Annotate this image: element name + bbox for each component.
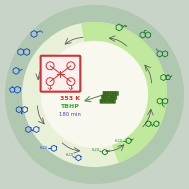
Text: H$_3$CO: H$_3$CO (65, 152, 74, 159)
Circle shape (107, 93, 109, 94)
Circle shape (6, 6, 183, 183)
Circle shape (115, 93, 116, 94)
FancyBboxPatch shape (101, 95, 109, 99)
Text: 180 min: 180 min (59, 112, 81, 117)
Circle shape (23, 23, 166, 166)
Text: 353 K: 353 K (60, 96, 80, 101)
FancyBboxPatch shape (103, 91, 111, 95)
FancyBboxPatch shape (41, 56, 80, 92)
Circle shape (101, 101, 103, 102)
Circle shape (103, 97, 104, 98)
Circle shape (109, 101, 111, 102)
Circle shape (42, 42, 147, 147)
Circle shape (106, 97, 107, 98)
Wedge shape (82, 23, 166, 162)
Text: TBHP: TBHP (60, 104, 79, 109)
Circle shape (104, 93, 106, 94)
Text: H$_3$CO: H$_3$CO (39, 145, 49, 152)
FancyBboxPatch shape (100, 99, 108, 103)
Circle shape (112, 93, 114, 94)
FancyBboxPatch shape (108, 99, 115, 103)
Circle shape (104, 101, 106, 102)
Circle shape (112, 101, 113, 102)
Text: H$_3$CO: H$_3$CO (114, 137, 123, 145)
FancyBboxPatch shape (109, 95, 117, 99)
Text: H$_3$CO: H$_3$CO (91, 146, 101, 154)
FancyBboxPatch shape (111, 91, 118, 95)
Circle shape (111, 97, 112, 98)
Circle shape (113, 97, 115, 98)
